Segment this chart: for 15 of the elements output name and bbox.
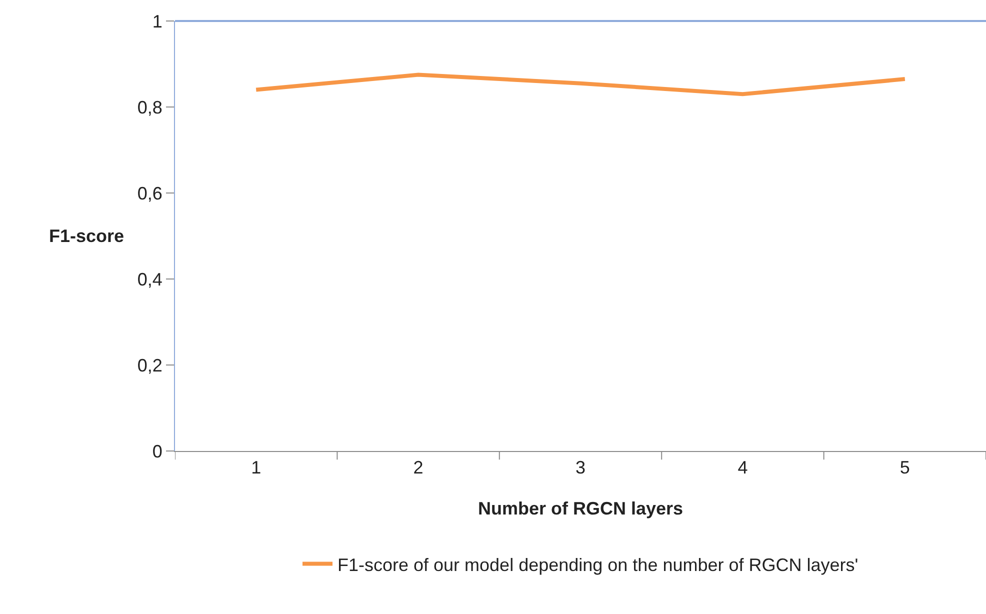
- legend-label: F1-score of our model depending on the number of RGCN layers': [338, 554, 858, 575]
- x-tick-label: 2: [413, 458, 424, 478]
- y-tick-label: 0,4: [137, 269, 162, 290]
- x-tick-label: 1: [251, 458, 262, 478]
- y-tick-label: 1: [152, 11, 162, 32]
- x-axis-title: Number of RGCN layers: [478, 498, 684, 519]
- x-tick-label: 4: [738, 458, 748, 478]
- line-series: [254, 72, 907, 96]
- y-tick-label: 0,6: [137, 183, 162, 204]
- y-tick-label: 0,8: [137, 97, 162, 118]
- y-tick-label: 0: [152, 441, 162, 462]
- y-tick-label: 0,2: [137, 355, 162, 376]
- y-axis-title: F1-score: [49, 226, 124, 246]
- x-tick-label: 3: [575, 458, 586, 478]
- x-tick-label: 5: [900, 458, 910, 478]
